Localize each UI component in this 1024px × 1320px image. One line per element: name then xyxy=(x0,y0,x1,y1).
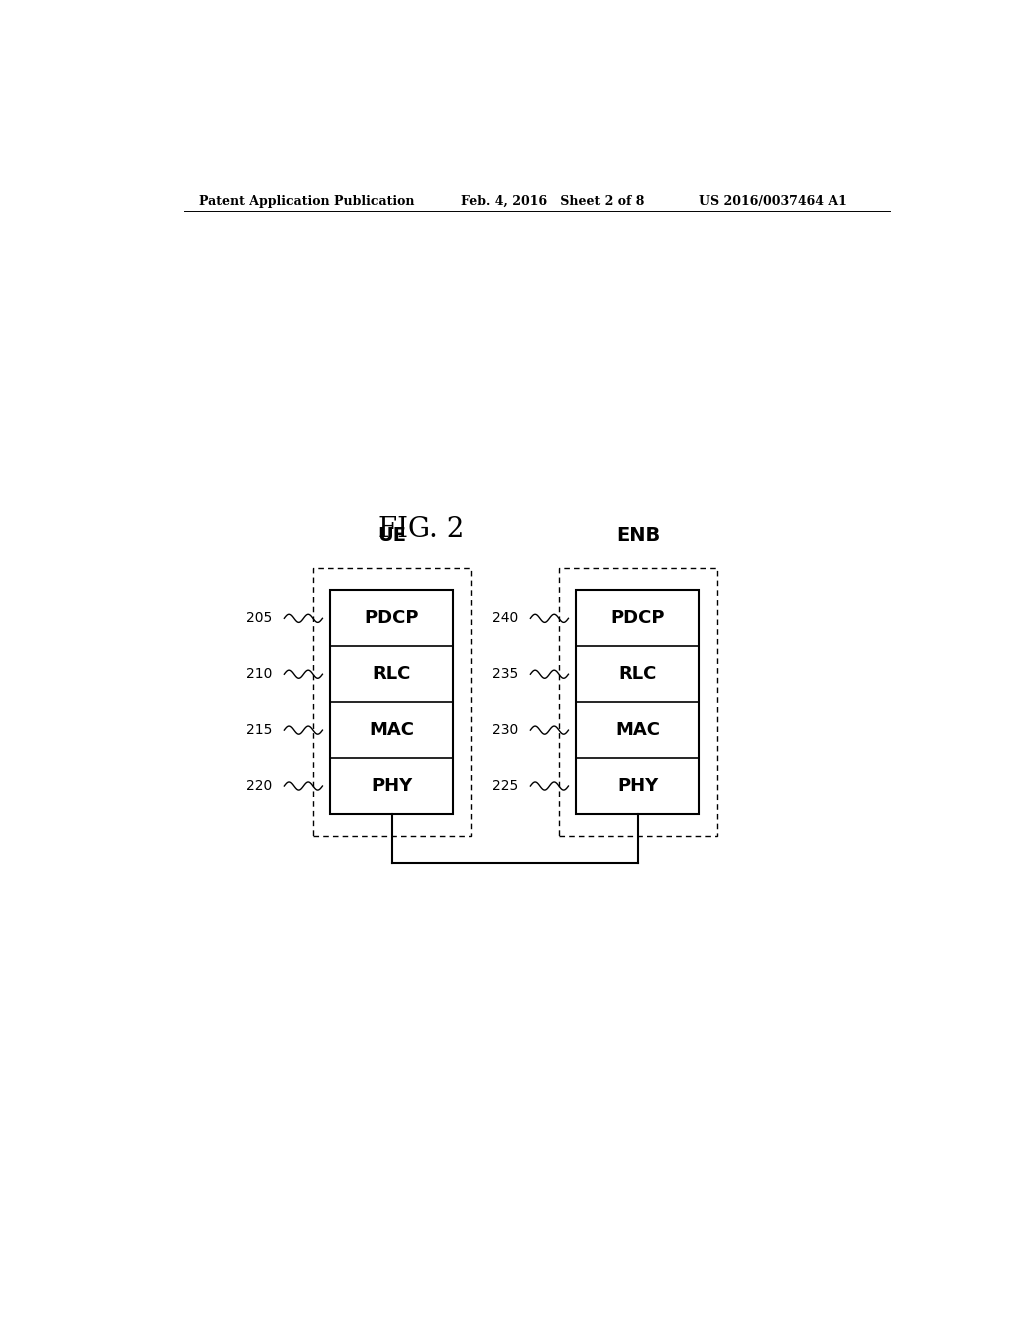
Text: US 2016/0037464 A1: US 2016/0037464 A1 xyxy=(699,194,847,207)
Text: PHY: PHY xyxy=(617,777,658,795)
Text: 210: 210 xyxy=(246,667,272,681)
Text: RLC: RLC xyxy=(618,665,657,684)
Text: PHY: PHY xyxy=(372,777,413,795)
Text: MAC: MAC xyxy=(370,721,415,739)
Text: RLC: RLC xyxy=(373,665,411,684)
Text: 215: 215 xyxy=(246,723,272,737)
Bar xyxy=(331,590,454,814)
Bar xyxy=(577,590,699,814)
Text: 205: 205 xyxy=(246,611,272,626)
Text: PDCP: PDCP xyxy=(610,610,666,627)
Text: FIG. 2: FIG. 2 xyxy=(379,516,465,543)
Text: MAC: MAC xyxy=(615,721,660,739)
Text: Feb. 4, 2016   Sheet 2 of 8: Feb. 4, 2016 Sheet 2 of 8 xyxy=(461,194,645,207)
Text: 220: 220 xyxy=(246,779,272,793)
Text: 235: 235 xyxy=(492,667,518,681)
Text: 230: 230 xyxy=(492,723,518,737)
Bar xyxy=(559,568,717,837)
Bar xyxy=(313,568,471,837)
Text: UE: UE xyxy=(378,525,407,545)
Text: Patent Application Publication: Patent Application Publication xyxy=(200,194,415,207)
Text: 225: 225 xyxy=(492,779,518,793)
Text: PDCP: PDCP xyxy=(365,610,419,627)
Text: ENB: ENB xyxy=(615,525,660,545)
Text: 240: 240 xyxy=(492,611,518,626)
